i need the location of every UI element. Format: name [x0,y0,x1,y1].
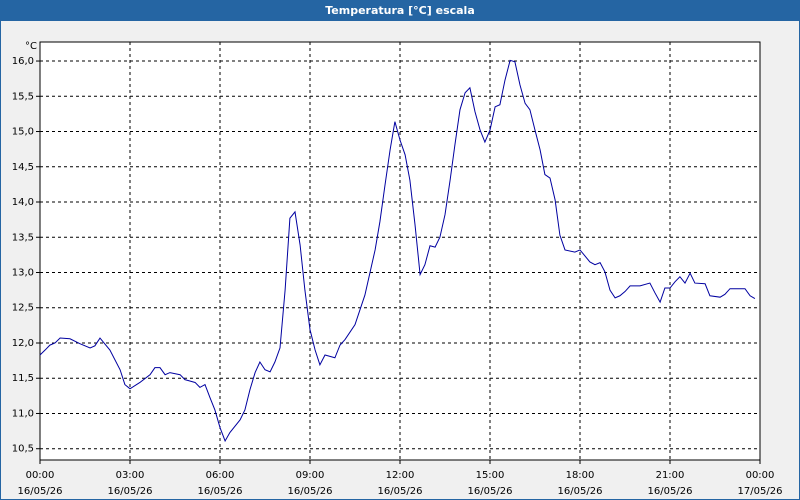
x-tick-label: 16/05/26 [198,486,243,497]
x-tick-label: 16/05/26 [288,486,333,497]
x-tick-label: 00:00 [746,470,775,481]
x-tick-label: 18:00 [566,470,595,481]
y-tick-label: 10,5 [12,444,34,455]
x-tick-label: 16/05/26 [18,486,63,497]
x-tick-label: 06:00 [206,470,235,481]
data-line [39,59,756,443]
x-tick-label: 00:00 [26,470,55,481]
x-tick-label: 16/05/26 [378,486,423,497]
y-tick-label: 13,0 [12,267,34,278]
x-tick-label: 16/05/26 [648,486,693,497]
chart-title: Temperatura [°C] escala [325,4,475,17]
x-tick-label: 16/05/26 [558,486,603,497]
y-tick-label: 14,0 [12,197,34,208]
y-tick-label: 12,5 [12,303,34,314]
y-tick-label: 15,0 [12,127,34,138]
x-tick-label: 12:00 [386,470,415,481]
y-unit: °C [25,41,37,52]
x-tick-label: 16/05/26 [468,486,513,497]
x-tick-label: 15:00 [476,470,505,481]
x-tick-label: 17/05/26 [738,486,783,497]
x-tick-label: 03:00 [116,470,145,481]
y-tick-label: 11,0 [12,408,34,419]
title-bar [0,0,800,21]
y-tick-label: 13,5 [12,232,34,243]
x-tick-label: 16/05/26 [108,486,153,497]
y-tick-label: 15,5 [12,91,34,102]
x-tick-label: 09:00 [296,470,325,481]
y-tick-label: 16,0 [12,56,34,67]
y-tick-label: 12,0 [12,338,34,349]
y-tick-label: 14,5 [12,162,34,173]
y-tick-label: 11,5 [12,373,34,384]
x-tick-label: 21:00 [656,470,685,481]
